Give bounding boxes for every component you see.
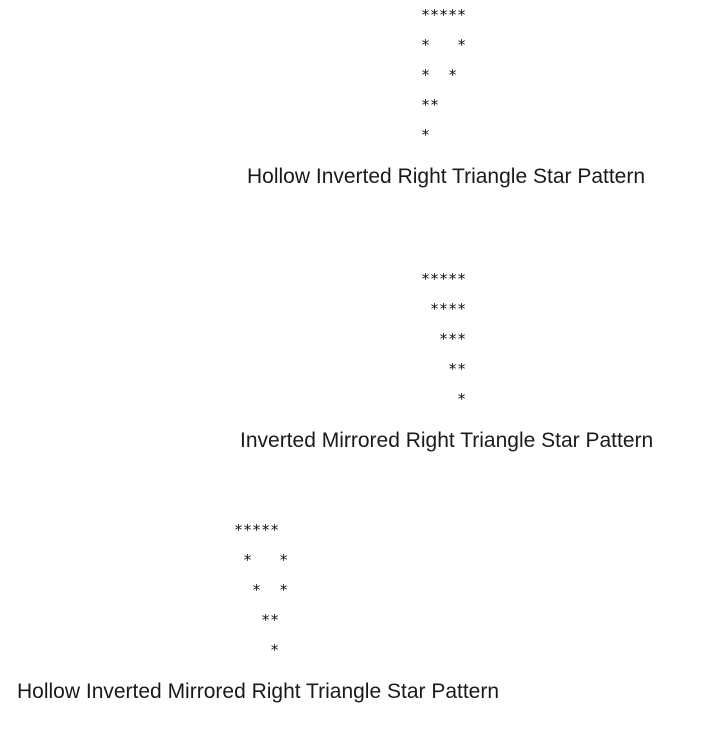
pattern-caption-inverted-mirrored-right-triangle: Inverted Mirrored Right Triangle Star Pa… <box>240 429 654 452</box>
hollow-inverted-right-triangle-pattern: ***** * * * * ** * <box>421 6 467 144</box>
pattern-caption-hollow-inverted-right-triangle: Hollow Inverted Right Triangle Star Patt… <box>247 165 646 188</box>
inverted-mirrored-right-triangle-pattern: ***** **** *** ** * <box>421 270 467 408</box>
pattern-caption-hollow-inverted-mirrored-right-triangle: Hollow Inverted Mirrored Right Triangle … <box>17 680 500 703</box>
hollow-inverted-mirrored-right-triangle-pattern: ***** * * * * ** * <box>234 521 289 659</box>
